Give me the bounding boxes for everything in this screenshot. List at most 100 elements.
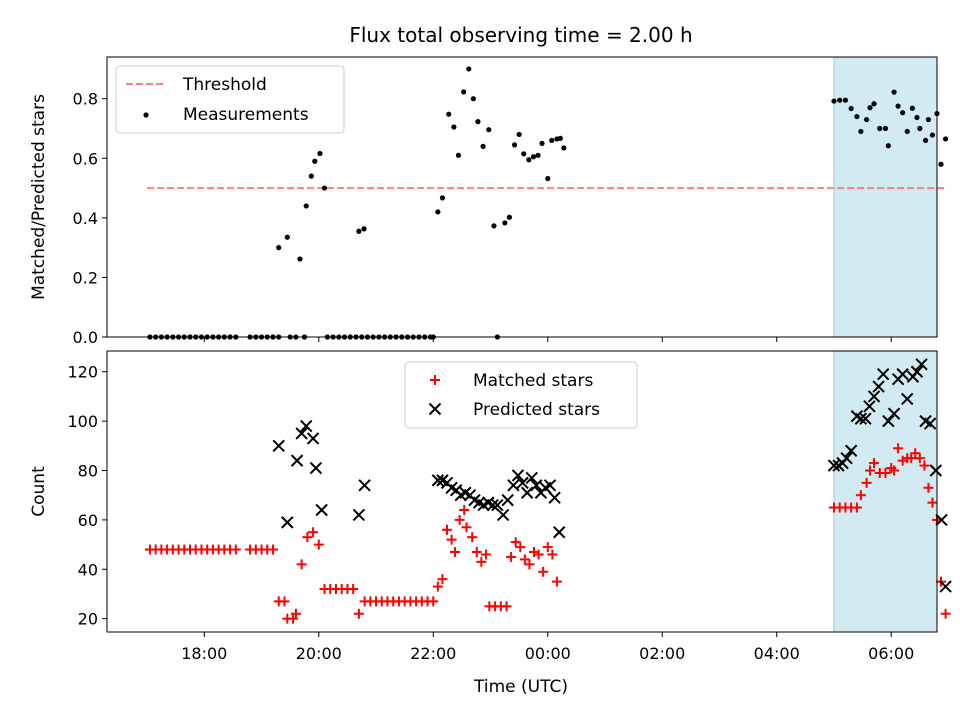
x-stroke bbox=[840, 451, 853, 465]
x-stroke bbox=[459, 486, 472, 499]
measurement-point bbox=[439, 195, 446, 201]
measurement-point bbox=[312, 158, 318, 164]
measurement-point bbox=[917, 125, 923, 132]
predicted-star-point bbox=[859, 412, 872, 425]
x-stroke bbox=[491, 498, 504, 512]
x-stroke bbox=[901, 392, 914, 406]
measurement-point bbox=[470, 96, 476, 102]
x-stroke bbox=[552, 526, 566, 539]
matched-star-point bbox=[919, 460, 930, 471]
x-stroke bbox=[507, 479, 520, 492]
measurement-point bbox=[885, 143, 891, 149]
count-panel: 20 40 60 80 100 120 18:00 20:00 22:00 00:00 02:00… bbox=[29, 350, 952, 697]
top-y-axis-label: Matched/Predicted stars bbox=[29, 94, 49, 300]
bottom-legend: Matched stars Predicted stars bbox=[404, 361, 638, 429]
measurement-point bbox=[871, 101, 877, 107]
predicted-star-point bbox=[844, 444, 858, 457]
highlight-span-bottom bbox=[833, 350, 938, 633]
bottom-y-ticks: 20 40 60 80 100 120 bbox=[67, 363, 107, 629]
matched-star-point bbox=[510, 537, 521, 548]
legend-predicted-label: Predicted stars bbox=[473, 400, 600, 420]
measurement-point bbox=[435, 209, 441, 215]
y-tick-label: 40 bbox=[78, 560, 98, 579]
matched-star-point bbox=[302, 532, 313, 543]
measurement-point bbox=[511, 142, 518, 148]
measurement-point bbox=[297, 256, 303, 262]
matched-star-point bbox=[551, 576, 562, 587]
x-stroke bbox=[306, 432, 320, 445]
matched-star-point bbox=[538, 566, 549, 577]
matched-star-point bbox=[524, 559, 535, 570]
legend-threshold-label: Threshold bbox=[182, 75, 267, 95]
y-tick-label: 0.6 bbox=[73, 149, 98, 168]
measurement-point bbox=[535, 152, 541, 158]
matched-star-point bbox=[437, 574, 448, 585]
measurement-point bbox=[526, 157, 532, 163]
x-tick-label: 06:00 bbox=[868, 644, 914, 663]
x-tick-label: 22:00 bbox=[410, 644, 456, 663]
measurement-point bbox=[867, 105, 873, 111]
matched-star-point bbox=[442, 524, 453, 535]
y-tick-label: 120 bbox=[67, 363, 98, 382]
measurement-point bbox=[466, 66, 472, 72]
x-stroke bbox=[511, 469, 525, 482]
x-tick-label: 20:00 bbox=[296, 644, 342, 663]
predicted-star-point bbox=[491, 498, 504, 512]
measurement-point bbox=[877, 125, 883, 132]
measurement-point bbox=[284, 234, 290, 240]
x-stroke bbox=[844, 444, 858, 457]
y-tick-label: 0.0 bbox=[73, 328, 98, 347]
x-axis-label: Time (UTC) bbox=[473, 677, 568, 697]
matched-star-point bbox=[459, 505, 470, 516]
predicted-star-point bbox=[507, 479, 520, 492]
matched-star-point bbox=[542, 542, 553, 553]
measurement-point bbox=[942, 136, 949, 142]
matched-star-point bbox=[428, 596, 439, 607]
predicted-star-point bbox=[315, 503, 328, 517]
measurement-point bbox=[475, 119, 481, 125]
bottom-y-axis-label: Count bbox=[29, 466, 49, 517]
measurement-point bbox=[276, 245, 282, 251]
predicted-star-point bbox=[431, 474, 445, 487]
x-tick-label: 02:00 bbox=[639, 644, 685, 663]
measurement-point bbox=[303, 203, 309, 209]
predicted-star-point bbox=[548, 491, 561, 504]
matched-star-point bbox=[547, 549, 558, 560]
measurement-point bbox=[842, 97, 849, 103]
legend-matched-swatch bbox=[430, 375, 440, 385]
measurement-point bbox=[900, 110, 906, 116]
measurement-point bbox=[848, 105, 854, 112]
measurement-point bbox=[929, 132, 936, 138]
measurement-point bbox=[909, 105, 915, 111]
matched-star-point bbox=[893, 443, 904, 454]
x-stroke bbox=[854, 412, 868, 425]
y-tick-label: 80 bbox=[78, 462, 98, 481]
bottom-axes-frame bbox=[106, 350, 938, 633]
predicted-star-point bbox=[358, 479, 371, 492]
x-stroke bbox=[923, 417, 937, 430]
predicted-star-point bbox=[281, 516, 294, 529]
count-points bbox=[144, 358, 952, 624]
y-tick-label: 0.4 bbox=[73, 209, 98, 228]
matched-star-point bbox=[450, 546, 461, 557]
measurement-point bbox=[446, 111, 452, 117]
predicted-star-point bbox=[935, 513, 948, 527]
measurement-point bbox=[904, 128, 910, 135]
matched-star-point bbox=[923, 482, 934, 493]
predicted-star-point bbox=[290, 454, 304, 467]
measurement-point bbox=[561, 145, 567, 151]
matched-star-point bbox=[851, 502, 862, 513]
x-stroke bbox=[295, 427, 308, 440]
predicted-star-point bbox=[863, 400, 876, 413]
x-stroke bbox=[939, 580, 952, 593]
matched-star-point bbox=[914, 453, 925, 464]
measurement-point bbox=[356, 228, 362, 234]
measurement-point bbox=[486, 127, 492, 133]
predicted-star-point bbox=[486, 498, 500, 512]
x-stroke bbox=[445, 481, 458, 495]
measurement-point bbox=[863, 116, 870, 123]
measurement-point bbox=[891, 89, 897, 95]
x-stroke bbox=[859, 412, 872, 425]
matched-star-point bbox=[461, 522, 472, 533]
x-stroke bbox=[520, 486, 534, 499]
